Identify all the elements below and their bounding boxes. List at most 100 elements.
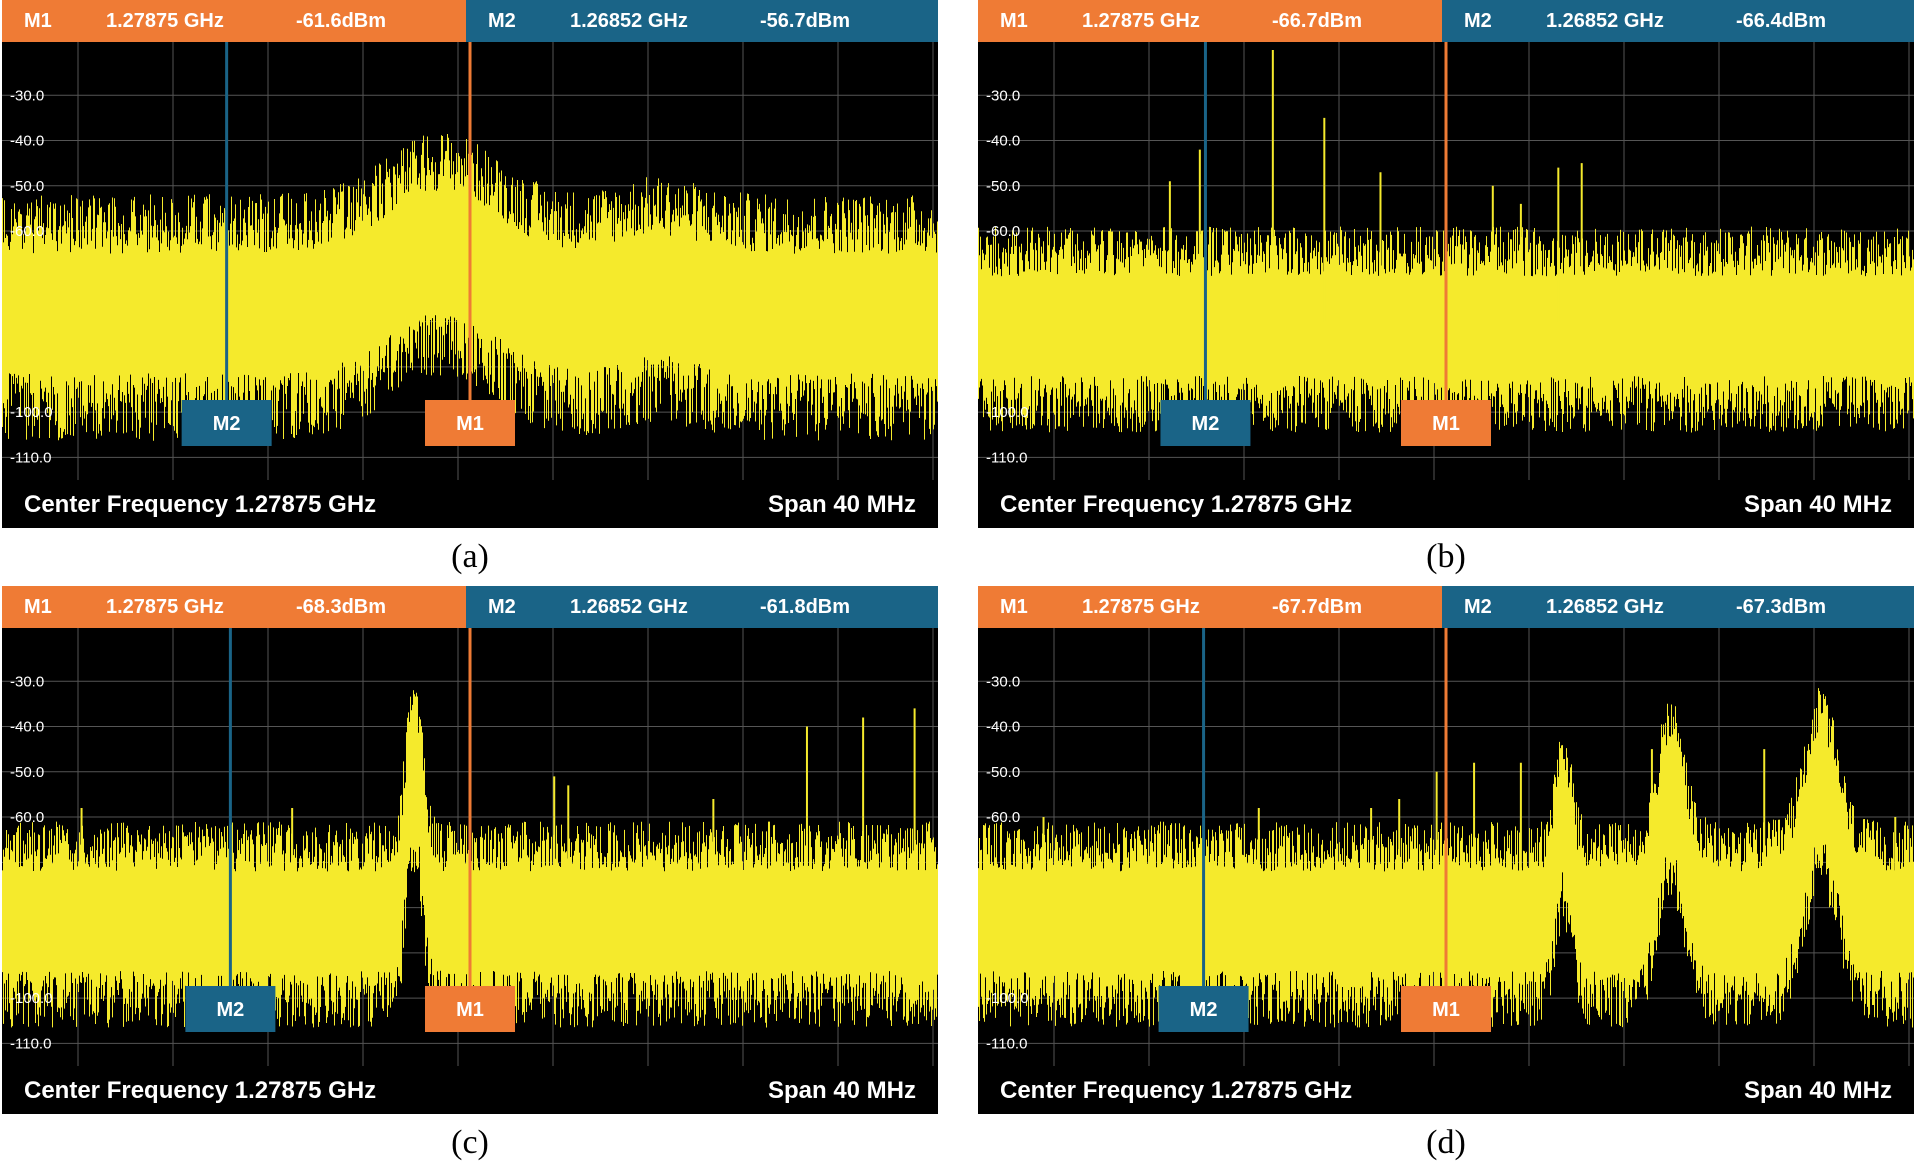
marker-m1: M1 <box>1401 42 1491 446</box>
marker-m2: M2 <box>1160 42 1251 446</box>
span: Span 40 MHz <box>1743 1077 1892 1104</box>
marker-flag <box>1158 986 1249 1032</box>
spectrum-trace <box>978 688 1914 1028</box>
m1-level: -67.7dBm <box>1272 596 1363 618</box>
spectrum-svg: -30.0 -40.0 -50.0 -60.0 -100.0 -110.0 M1 M2 <box>978 628 1914 1066</box>
spectrum-trace <box>2 134 938 441</box>
y-tick-label: -30.0 <box>986 673 1020 690</box>
m1-tag: M1 <box>24 10 52 32</box>
spectrum-panel-d: M1 1.27875 GHz -67.7dBm M2 1.26852 GHz -… <box>978 586 1914 1114</box>
panel-caption: (a) <box>451 538 489 575</box>
m1-readout[interactable]: M1 1.27875 GHz -67.7dBm <box>978 586 1442 628</box>
m2-readout[interactable]: M2 1.26852 GHz -66.4dBm <box>1442 0 1914 42</box>
panel-caption: (b) <box>1426 538 1466 575</box>
m2-frequency: 1.26852 GHz <box>1546 596 1664 618</box>
marker-flag <box>1401 400 1491 446</box>
center-frequency: Center Frequency 1.27875 GHz <box>1000 1077 1353 1104</box>
marker-flag-label: M1 <box>456 413 484 435</box>
y-tick-label: -110.0 <box>986 1035 1027 1052</box>
spectrum-plot[interactable]: -30.0 -40.0 -50.0 -60.0 -100.0 -110.0 M1 M2 <box>2 628 938 1114</box>
m2-level: -61.8dBm <box>760 596 851 618</box>
y-tick-label: -30.0 <box>986 87 1020 104</box>
m2-tag: M2 <box>1464 10 1492 32</box>
marker-header: M1 1.27875 GHz -67.7dBm M2 1.26852 GHz -… <box>978 586 1914 628</box>
plot-footer: Center Frequency 1.27875 GHz Span 40 MHz <box>2 1066 938 1114</box>
marker-flag-label: M1 <box>1432 999 1460 1021</box>
y-tick-label: -50.0 <box>10 764 44 781</box>
spectrum-plot[interactable]: -30.0 -40.0 -50.0 -60.0 -100.0 -110.0 M1 M2 <box>978 42 1914 528</box>
marker-flag <box>425 986 515 1032</box>
m2-level: -67.3dBm <box>1736 596 1827 618</box>
y-tick-label: -50.0 <box>986 764 1020 781</box>
spectrum-plot[interactable]: -30.0 -40.0 -50.0 -60.0 -100.0 -110.0 M1 M2 <box>978 628 1914 1114</box>
marker-header: M1 1.27875 GHz -68.3dBm M2 1.26852 GHz -… <box>2 586 938 628</box>
m1-level: -66.7dBm <box>1272 10 1363 32</box>
y-tick-label: -100.0 <box>986 404 1029 421</box>
marker-flag <box>185 986 276 1032</box>
marker-m2: M2 <box>185 628 276 1032</box>
center-frequency: Center Frequency 1.27875 GHz <box>24 491 377 518</box>
marker-flag-label: M2 <box>213 413 241 435</box>
y-tick-label: -40.0 <box>986 719 1020 736</box>
marker-m1: M1 <box>1401 628 1491 1032</box>
y-tick-label: -60.0 <box>986 223 1020 240</box>
spectrum-panel-a: M1 1.27875 GHz -61.6dBm M2 1.26852 GHz -… <box>2 0 938 528</box>
spectrum-panel-c: M1 1.27875 GHz -68.3dBm M2 1.26852 GHz -… <box>2 586 938 1114</box>
marker-m2: M2 <box>181 42 272 446</box>
y-tick-label: -60.0 <box>10 223 44 240</box>
y-tick-label: -60.0 <box>986 809 1020 826</box>
y-tick-label: -50.0 <box>986 178 1020 195</box>
y-tick-label: -50.0 <box>10 178 44 195</box>
m2-frequency: 1.26852 GHz <box>570 10 688 32</box>
span: Span 40 MHz <box>1743 491 1892 518</box>
marker-m2: M2 <box>1158 628 1249 1032</box>
marker-m1: M1 <box>425 628 515 1032</box>
marker-flag <box>181 400 272 446</box>
m2-level: -66.4dBm <box>1736 10 1827 32</box>
m1-tag: M1 <box>1000 10 1028 32</box>
m1-frequency: 1.27875 GHz <box>106 596 224 618</box>
marker-flag-label: M2 <box>1192 413 1220 435</box>
y-tick-label: -100.0 <box>10 990 53 1007</box>
spectrum-svg: -30.0 -40.0 -50.0 -60.0 -100.0 -110.0 M1 M2 <box>2 628 938 1066</box>
m2-frequency: 1.26852 GHz <box>1546 10 1664 32</box>
marker-flag-label: M2 <box>216 999 244 1021</box>
y-tick-label: -40.0 <box>986 133 1020 150</box>
m1-readout[interactable]: M1 1.27875 GHz -66.7dBm <box>978 0 1442 42</box>
marker-flag <box>1401 986 1491 1032</box>
plot-footer: Center Frequency 1.27875 GHz Span 40 MHz <box>978 480 1914 528</box>
y-tick-label: -40.0 <box>10 719 44 736</box>
center-frequency: Center Frequency 1.27875 GHz <box>1000 491 1353 518</box>
m2-readout[interactable]: M2 1.26852 GHz -67.3dBm <box>1442 586 1914 628</box>
spectrum-trace <box>978 50 1914 433</box>
spectrum-plot[interactable]: -30.0 -40.0 -50.0 -60.0 -100.0 -110.0 M1 M2 <box>2 42 938 528</box>
panel-caption: (c) <box>451 1124 489 1161</box>
spectrum-svg: -30.0 -40.0 -50.0 -60.0 -100.0 -110.0 M1 M2 <box>2 42 938 480</box>
span: Span 40 MHz <box>767 1077 916 1104</box>
m2-readout[interactable]: M2 1.26852 GHz -56.7dBm <box>466 0 938 42</box>
spectrum-panel-b: M1 1.27875 GHz -66.7dBm M2 1.26852 GHz -… <box>978 0 1914 528</box>
y-tick-label: -60.0 <box>10 809 44 826</box>
m1-level: -61.6dBm <box>296 10 387 32</box>
y-tick-label: -40.0 <box>10 133 44 150</box>
y-tick-label: -110.0 <box>10 1035 51 1052</box>
m2-readout[interactable]: M2 1.26852 GHz -61.8dBm <box>466 586 938 628</box>
m2-tag: M2 <box>488 10 516 32</box>
marker-flag-label: M1 <box>1432 413 1460 435</box>
y-tick-label: -30.0 <box>10 87 44 104</box>
m2-frequency: 1.26852 GHz <box>570 596 688 618</box>
m1-readout[interactable]: M1 1.27875 GHz -61.6dBm <box>2 0 466 42</box>
m1-readout[interactable]: M1 1.27875 GHz -68.3dBm <box>2 586 466 628</box>
marker-header: M1 1.27875 GHz -61.6dBm M2 1.26852 GHz -… <box>2 0 938 42</box>
m1-frequency: 1.27875 GHz <box>1082 596 1200 618</box>
y-tick-label: -30.0 <box>10 673 44 690</box>
marker-m1: M1 <box>425 42 515 446</box>
m1-frequency: 1.27875 GHz <box>1082 10 1200 32</box>
spectrum-svg: -30.0 -40.0 -50.0 -60.0 -100.0 -110.0 M1 M2 <box>978 42 1914 480</box>
m1-level: -68.3dBm <box>296 596 387 618</box>
y-tick-label: -100.0 <box>986 990 1029 1007</box>
m1-frequency: 1.27875 GHz <box>106 10 224 32</box>
m1-tag: M1 <box>24 596 52 618</box>
center-frequency: Center Frequency 1.27875 GHz <box>24 1077 377 1104</box>
y-tick-label: -110.0 <box>986 449 1027 466</box>
